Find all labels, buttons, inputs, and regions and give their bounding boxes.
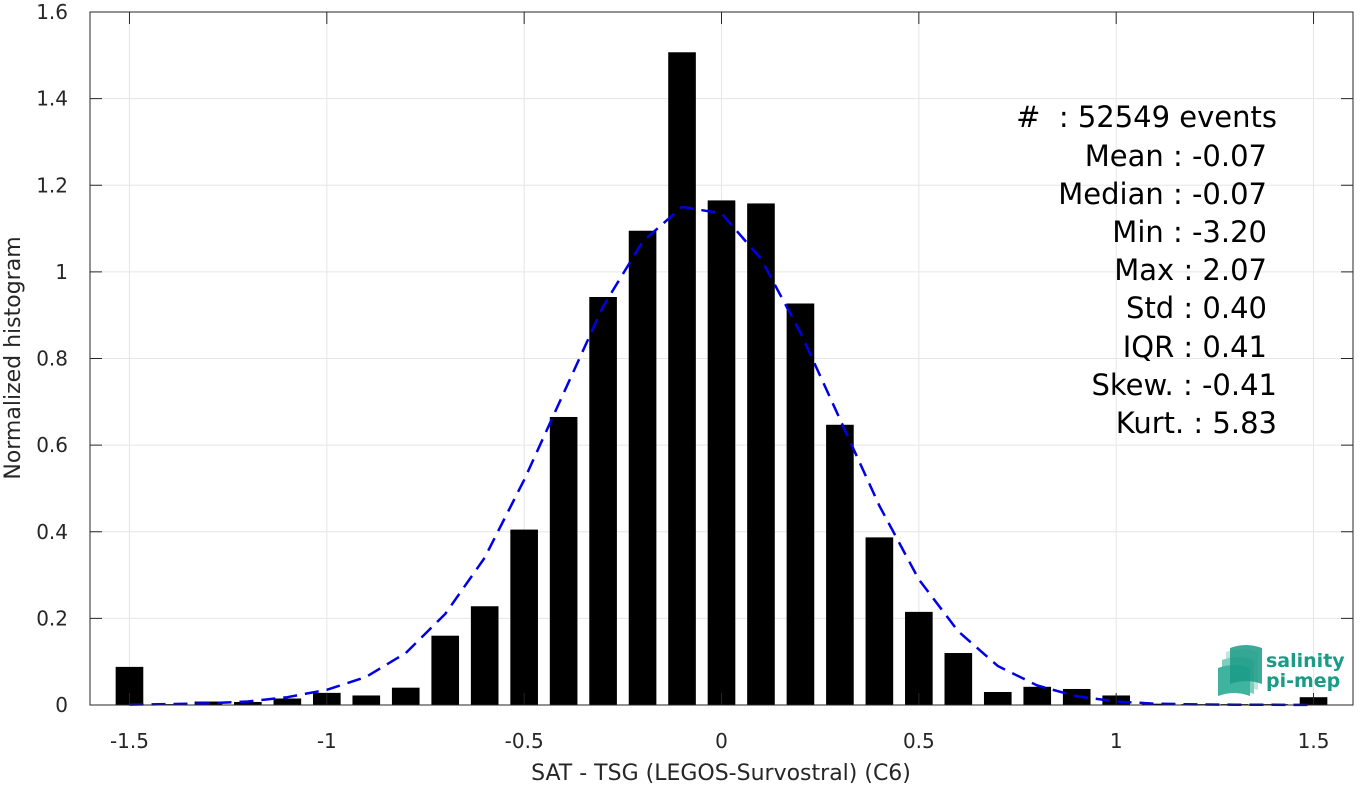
histogram-bar <box>549 416 578 705</box>
histogram-bar <box>510 529 538 705</box>
gaussian-fit-curve <box>129 205 1314 707</box>
histogram-bar <box>668 52 696 705</box>
histogram-bar <box>273 698 302 705</box>
histogram-bar <box>391 687 420 705</box>
y-tick-label: 0.8 <box>36 347 68 371</box>
y-tick-labels: 0 0.2 0.4 0.6 0.8 1 1.2 1.4 1.6 <box>36 0 68 717</box>
histogram-bar <box>628 230 657 705</box>
x-tick-label: 1 <box>1110 729 1123 753</box>
histogram-bar <box>944 653 973 705</box>
histogram-bar <box>1141 703 1170 705</box>
histogram-bar <box>786 303 815 705</box>
stats-box: # : 52549 events Mean : -0.07 Median : -… <box>1016 100 1277 440</box>
x-tick-label: -1 <box>317 729 337 753</box>
histogram-bar <box>589 296 617 705</box>
histogram-bar <box>983 692 1012 705</box>
y-axis-label: Normalized histogram <box>1 236 26 479</box>
histogram-bar <box>905 611 933 705</box>
axis-ticks <box>90 11 1353 706</box>
stat-std: Std : 0.40 <box>1126 291 1267 325</box>
x-tick-label: 1.5 <box>1298 729 1330 753</box>
histogram-bar <box>431 635 460 705</box>
histogram-bars <box>115 52 1328 706</box>
x-tick-label: -0.5 <box>505 729 544 753</box>
x-tick-labels: -1.5 -1 -0.5 0 0.5 1 1.5 <box>110 729 1329 753</box>
y-tick-label: 1.4 <box>36 87 68 111</box>
y-tick-label: 0 <box>55 693 68 717</box>
histogram-bar <box>1023 686 1052 705</box>
y-tick-label: 1 <box>55 260 68 284</box>
stat-iqr: IQR : 0.41 <box>1123 330 1267 364</box>
stat-kurt: Kurt. : 5.83 <box>1116 406 1277 440</box>
x-tick-label: 0.5 <box>903 729 935 753</box>
y-tick-label: 1.2 <box>36 173 68 197</box>
histogram-bar <box>352 695 381 705</box>
histogram-bar <box>470 606 499 705</box>
y-tick-label: 1.6 <box>36 0 68 24</box>
x-tick-label: 0 <box>715 729 728 753</box>
stat-max: Max : 2.07 <box>1114 253 1267 287</box>
histogram-bar <box>707 200 736 706</box>
salinity-pi-mep-logo: salinity pi-mep <box>1218 645 1345 696</box>
stat-mean: Mean : -0.07 <box>1085 139 1267 173</box>
histogram-bar <box>865 537 894 705</box>
x-tick-label: -1.5 <box>110 729 149 753</box>
y-tick-label: 0.6 <box>36 433 68 457</box>
stat-median: Median : -0.07 <box>1058 177 1267 211</box>
histogram-bar <box>747 203 775 705</box>
y-tick-label: 0.2 <box>36 606 68 630</box>
logo-text-line1: salinity <box>1266 650 1345 672</box>
histogram-bar <box>826 424 854 705</box>
stat-skew: Skew. : -0.41 <box>1091 368 1277 402</box>
stat-min: Min : -3.20 <box>1112 215 1267 249</box>
logo-wave-icon <box>1218 645 1262 696</box>
logo-text-line2: pi-mep <box>1266 670 1340 692</box>
histogram-bar <box>234 701 262 705</box>
y-tick-label: 0.4 <box>36 520 68 544</box>
stat-events: # : 52549 events <box>1016 100 1277 134</box>
x-axis-label: SAT - TSG (LEGOS-Survostral) (C6) <box>531 761 911 785</box>
